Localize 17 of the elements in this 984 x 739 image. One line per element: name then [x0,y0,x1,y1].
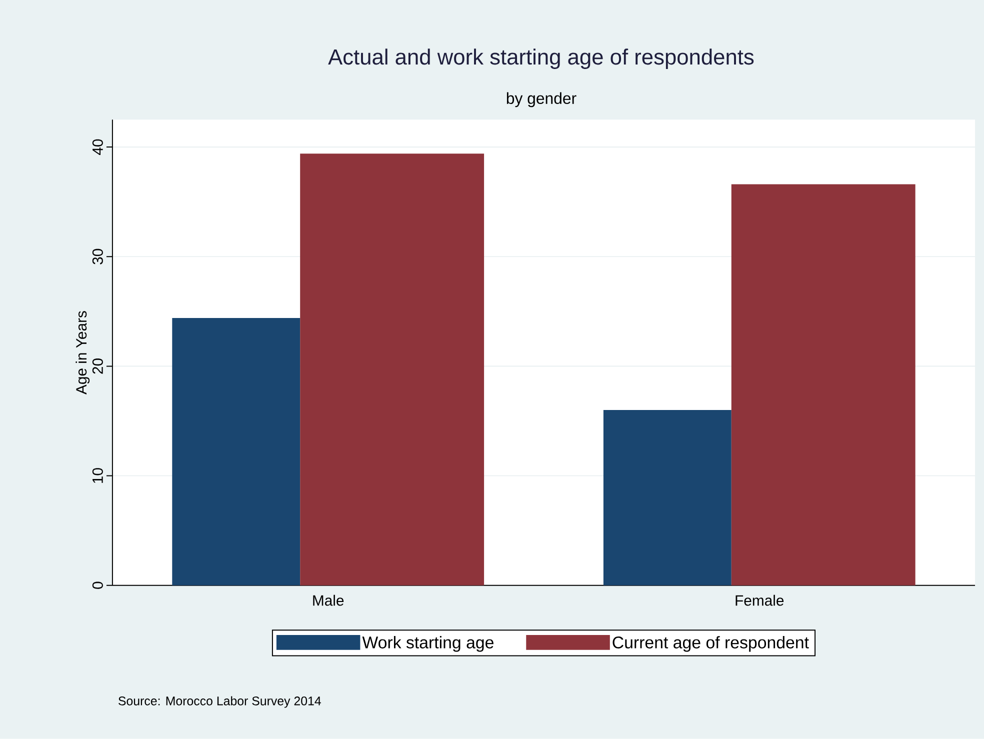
y-tick-label: 30 [92,248,103,264]
y-tick-label: 10 [92,468,103,483]
bar [300,154,484,586]
bar [172,318,300,586]
chart-title: Actual and work starting age of respondents [328,48,754,70]
legend-label: Work starting age [362,636,494,652]
bar [603,410,732,586]
chart-subtitle: by gender [506,92,576,108]
y-axis-title: Age in Years [76,311,90,394]
y-tick-label: 20 [92,358,103,374]
x-tick-label: Female [736,594,784,606]
bar [731,184,916,586]
x-tick-label: Male [313,594,344,606]
source-note: Source: Morocco Labor Survey 2014 [118,696,321,708]
legend-label: Current age of respondent [612,636,809,652]
y-tick-label: 40 [92,139,103,156]
y-tick-label: 0 [92,582,103,589]
